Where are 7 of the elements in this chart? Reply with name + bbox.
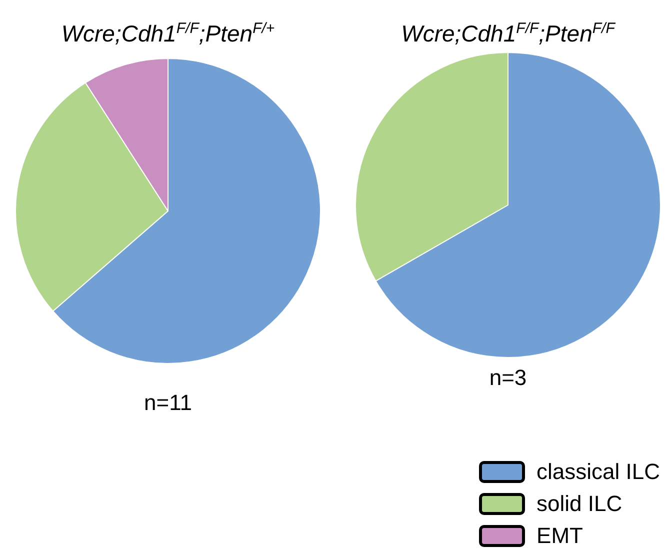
legend-label: solid ILC xyxy=(536,491,622,517)
chart-title: Wcre;Cdh1$^{F/F}$;Pten$^{F/+}$ xyxy=(60,20,276,49)
text: n=11 xyxy=(143,390,193,416)
chart-title: Wcre;Cdh1$^{F/F}$;Pten$^{F/F}$ xyxy=(400,20,616,49)
legend-label: classical ILC xyxy=(536,459,660,485)
text: n=3 xyxy=(488,365,528,391)
legend-label: EMT xyxy=(536,523,583,549)
